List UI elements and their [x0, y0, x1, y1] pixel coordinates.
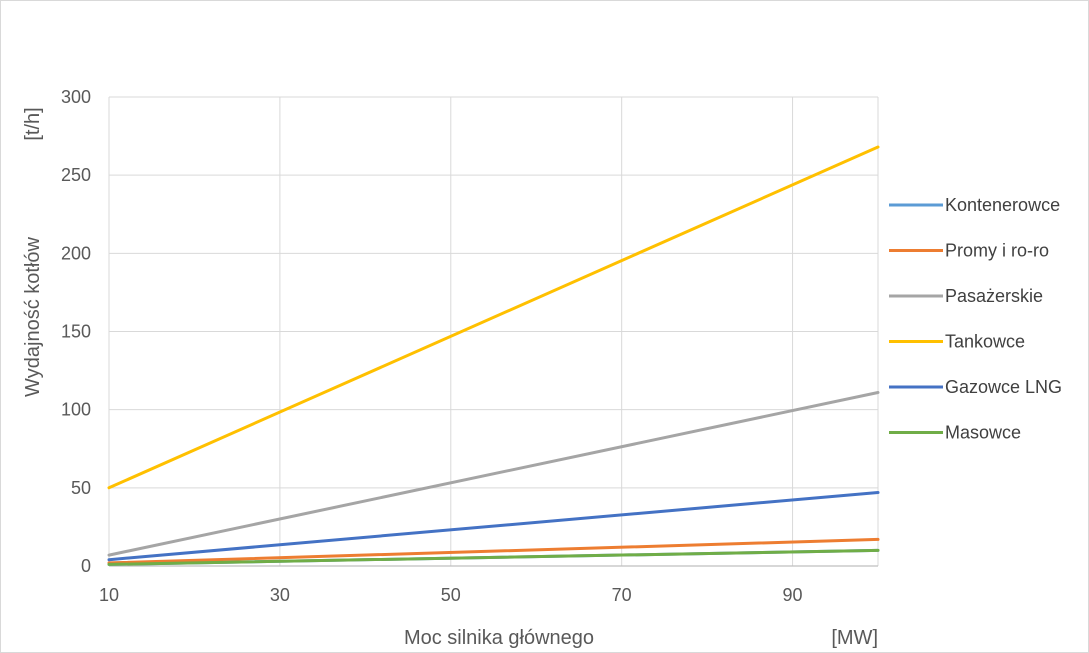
y-tick-label: 50: [71, 478, 91, 498]
legend-item: Masowce: [889, 423, 1021, 443]
series-line-promy-i-ro-ro: [107, 537, 880, 565]
legend-label: Pasażerskie: [945, 286, 1043, 306]
legend-label: Kontenerowce: [945, 195, 1060, 215]
x-axis-unit: [MW]: [831, 627, 878, 649]
x-tick-label: 10: [99, 585, 119, 605]
y-tick-label: 150: [61, 322, 91, 342]
legend-label: Gazowce LNG: [945, 377, 1062, 397]
y-axis-title: Wydajność kotłów: [22, 237, 44, 397]
series-lines: [107, 145, 880, 566]
y-tick-labels: 0 50 100 150 200 250 300: [61, 87, 91, 576]
x-axis-title: Moc silnika głównego: [404, 627, 594, 649]
legend-label: Masowce: [945, 423, 1021, 443]
y-tick-label: 200: [61, 243, 91, 263]
series-line-masowce: [107, 548, 880, 566]
legend-item: Tankowce: [889, 332, 1025, 352]
legend-label: Promy i ro-ro: [945, 241, 1049, 261]
legend: Kontenerowce Promy i ro-ro Pasażerskie Tank…: [889, 195, 1062, 443]
series-line-pasażerskie: [107, 391, 880, 557]
x-tick-label: 50: [441, 585, 461, 605]
y-tick-label: 100: [61, 400, 91, 420]
y-tick-label: 250: [61, 165, 91, 185]
series-line-gazowce-lng: [107, 491, 880, 562]
y-tick-label: 0: [81, 556, 91, 576]
x-tick-labels: 10 30 50 70 90: [99, 585, 803, 605]
y-axis-unit: [t/h]: [22, 107, 44, 140]
legend-label: Tankowce: [945, 332, 1025, 352]
legend-item: Gazowce LNG: [889, 377, 1062, 397]
x-tick-label: 70: [612, 585, 632, 605]
x-tick-label: 90: [783, 585, 803, 605]
x-tick-label: 30: [270, 585, 290, 605]
series-line-tankowce: [107, 145, 880, 490]
legend-item: Pasażerskie: [889, 286, 1043, 306]
legend-item: Promy i ro-ro: [889, 241, 1049, 261]
gridlines: [108, 96, 879, 567]
legend-item: Kontenerowce: [889, 195, 1060, 215]
y-tick-label: 300: [61, 87, 91, 107]
